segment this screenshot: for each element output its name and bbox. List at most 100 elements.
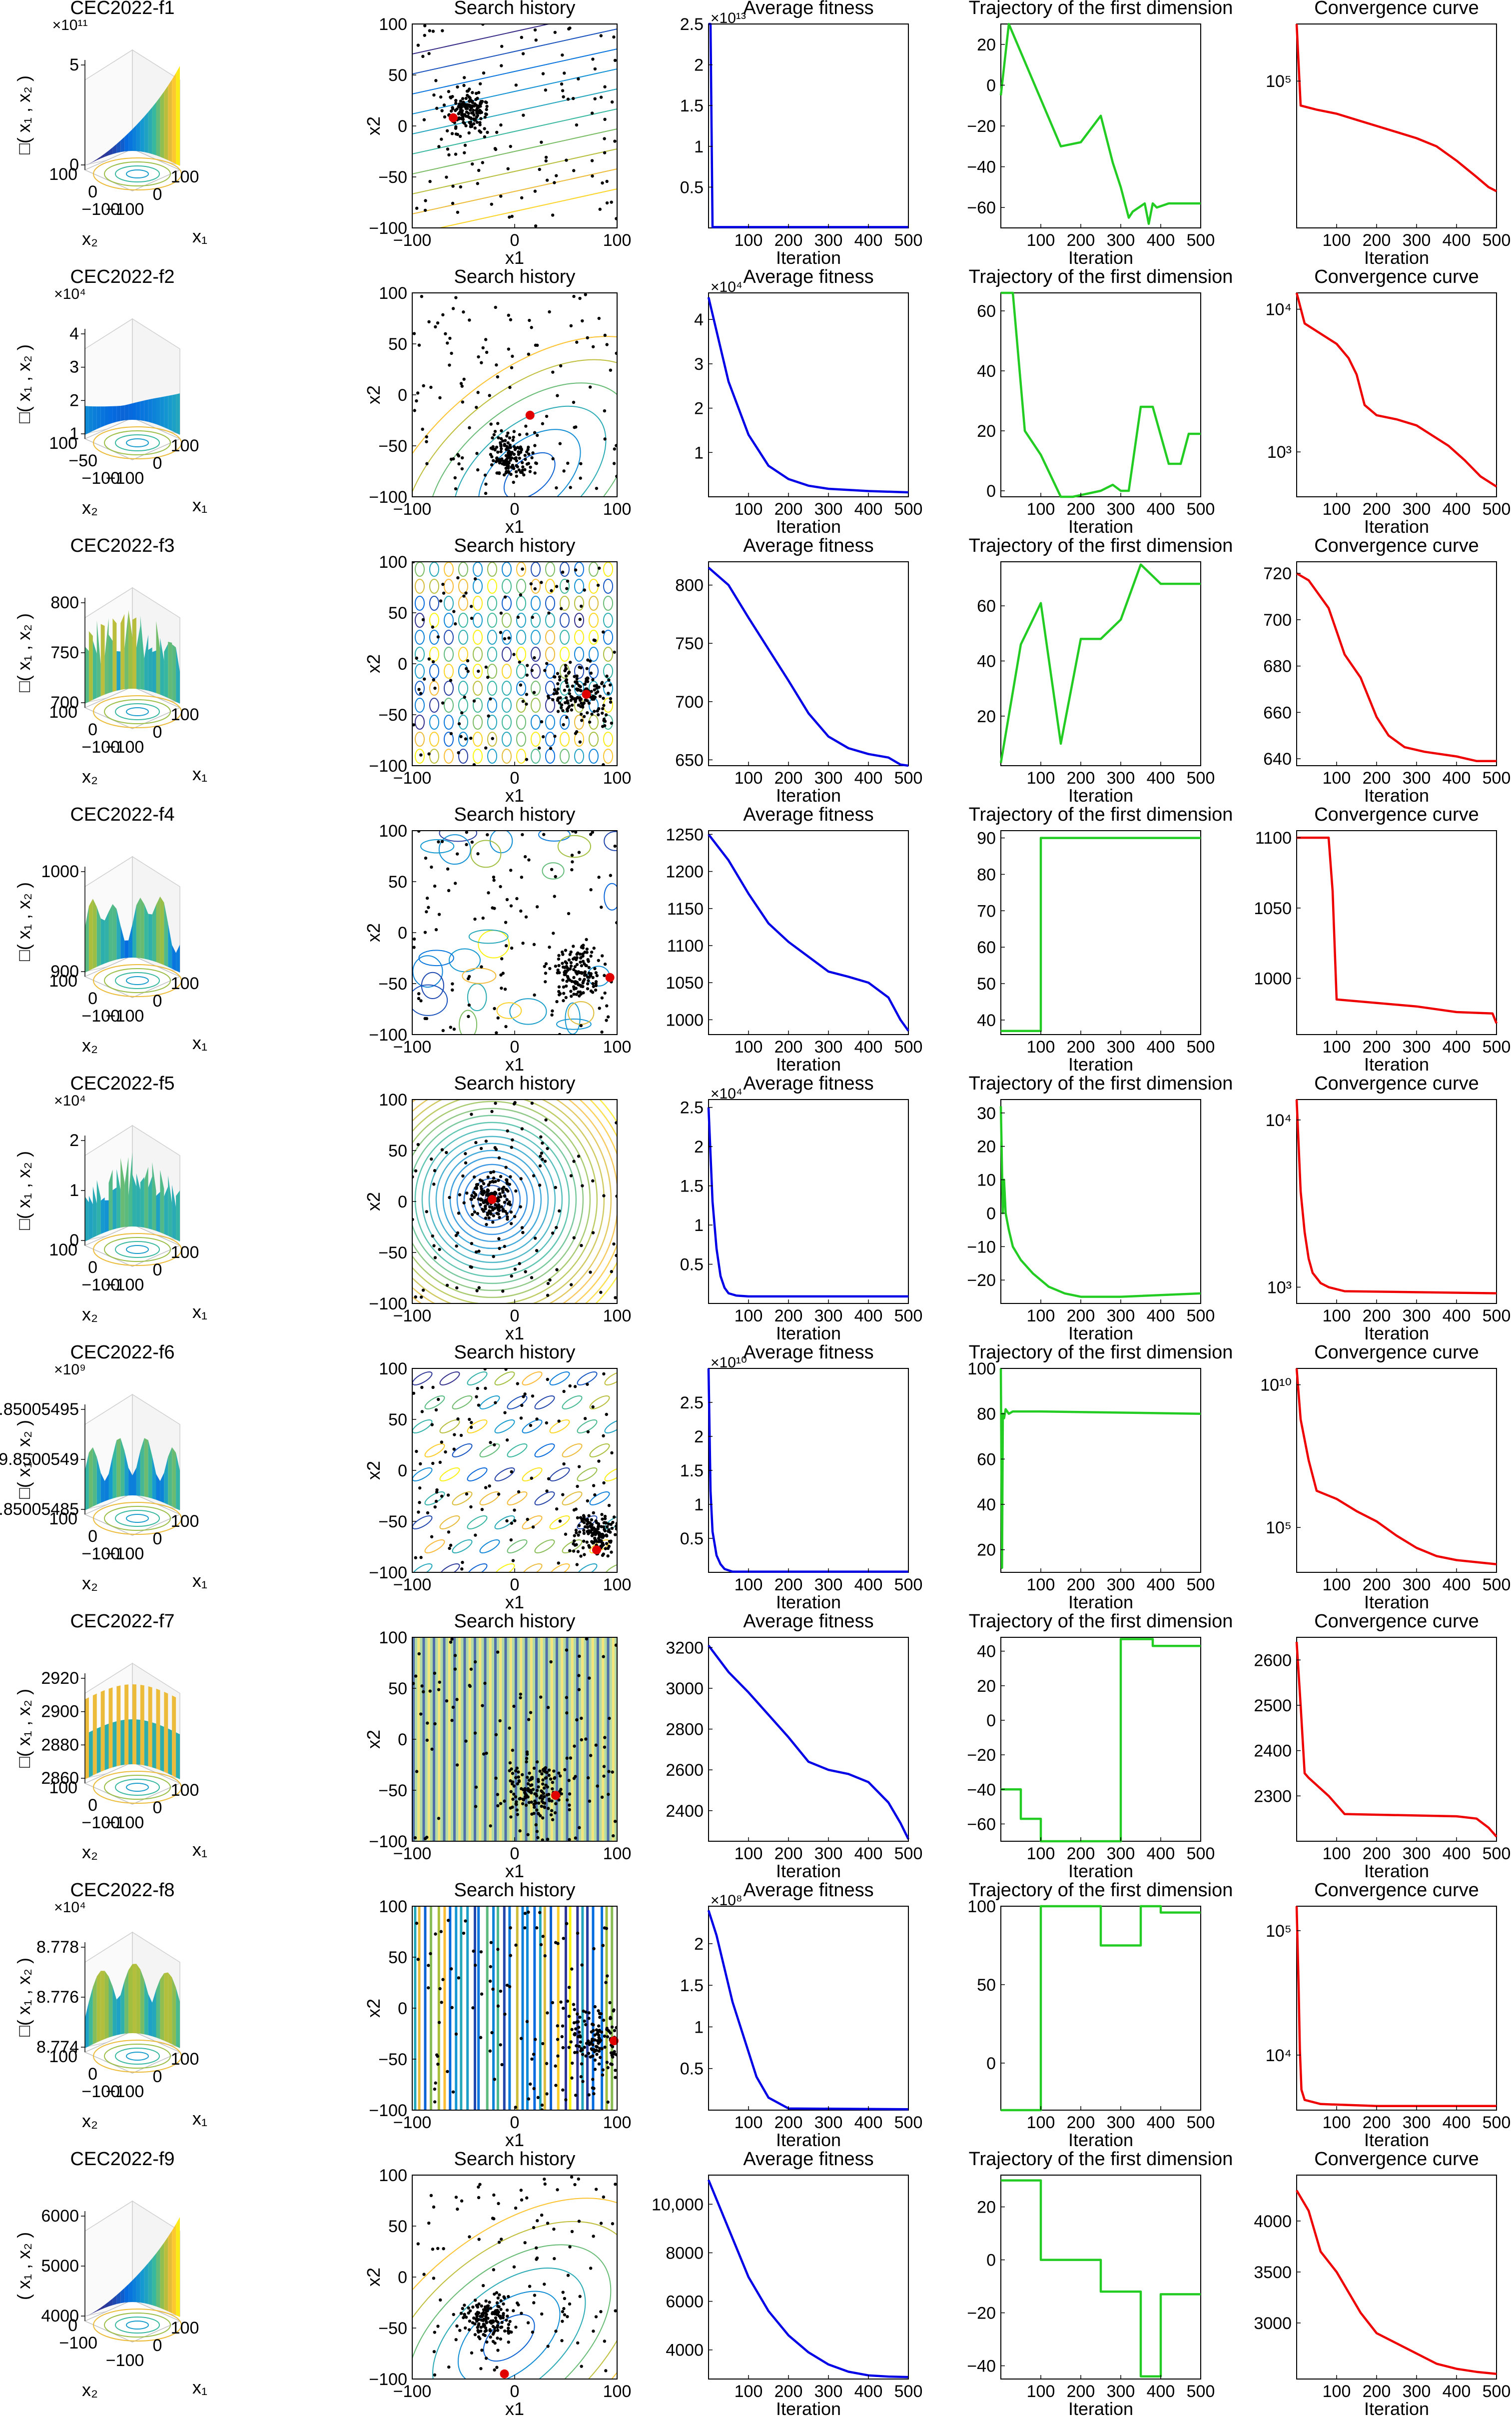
search-point: [532, 2053, 536, 2056]
search-point: [600, 1525, 603, 1528]
search-point: [585, 938, 588, 942]
contour-line: [502, 664, 512, 679]
contour-line: [456, 1164, 528, 1235]
surface-strip: [144, 2263, 148, 2305]
search-point: [578, 1826, 581, 1829]
search-point: [570, 1283, 573, 1286]
search-point: [475, 103, 478, 107]
search-point: [554, 875, 557, 879]
search-point: [420, 294, 424, 298]
search-point: [474, 91, 478, 95]
conv-y-tick-label: 10⁵: [1266, 72, 1292, 91]
search-point: [456, 453, 460, 456]
contour-line: [444, 647, 454, 662]
search-point: [466, 93, 469, 97]
search-point: [512, 452, 516, 456]
search-point: [457, 117, 461, 121]
surface-y-tick-label: 0: [88, 1527, 97, 1546]
contour-line: [589, 1395, 610, 1409]
contour-line: [458, 664, 468, 679]
search-point: [572, 968, 576, 972]
search-point: [535, 1248, 539, 1252]
surface-strip: [104, 1971, 109, 2039]
search-point: [482, 2325, 485, 2328]
search-point: [586, 1499, 590, 1503]
traj-x-label: Iteration: [1068, 1054, 1133, 1075]
search-point: [510, 214, 514, 218]
search-point: [581, 1184, 584, 1188]
search-point: [471, 91, 474, 94]
contour-line: [589, 613, 599, 628]
search-point: [602, 1655, 605, 1658]
contour-stripe: [476, 1637, 479, 1841]
search-point: [525, 1757, 529, 1760]
surface-x-label: x₁: [192, 495, 207, 515]
avg-y-tick-label: 2.5: [680, 15, 704, 34]
conv-axes-box: [1296, 1099, 1497, 1304]
search-point: [575, 123, 579, 127]
search-point: [572, 1508, 576, 1512]
avg-axes-box: [708, 1637, 909, 1842]
avg-y-tick-label: 2.5: [680, 1099, 704, 1118]
search-point: [430, 1423, 434, 1426]
search-point: [588, 720, 592, 724]
search-point: [521, 700, 525, 703]
search-point: [520, 2312, 523, 2315]
avg-x-label: Iteration: [776, 2130, 841, 2150]
contour-stripe: [471, 1637, 474, 1841]
surface-y-label: x₂: [82, 1035, 98, 1056]
search-point: [475, 405, 478, 409]
search-point: [477, 2185, 480, 2189]
search-point: [572, 169, 576, 172]
surface-strip: [96, 620, 101, 698]
surface-strip: [128, 2280, 132, 2303]
surface-strip: [116, 1685, 121, 1767]
search-point: [597, 2049, 601, 2053]
search-point: [577, 851, 581, 854]
conv-x-tick-label: 100: [1323, 1575, 1351, 1594]
search-point: [499, 437, 503, 440]
search-point: [512, 2309, 515, 2313]
search-point: [598, 694, 602, 698]
search-point: [457, 1976, 461, 1980]
search-point: [613, 58, 617, 62]
search-point: [437, 145, 441, 148]
surface-strip: [85, 646, 89, 704]
search-point: [497, 1199, 501, 1203]
avg-y-tick-label: 2: [694, 399, 704, 418]
contour-stripe: [602, 1637, 605, 1841]
surface-z-exponent: ×10⁹: [54, 1361, 86, 1378]
traj-x-tick-label: 100: [1027, 231, 1055, 250]
surface-x-tick-label: 0: [153, 992, 162, 1011]
search-point: [523, 855, 527, 859]
search-point: [485, 107, 488, 111]
search-point: [528, 318, 531, 322]
search-point: [457, 1211, 461, 1215]
search-point: [594, 988, 598, 992]
search-point: [507, 2323, 511, 2327]
conv-x-tick-label: 200: [1363, 2382, 1391, 2401]
traj-x-tick-label: 200: [1067, 769, 1095, 788]
search-point: [543, 965, 546, 968]
search-point: [428, 179, 432, 183]
search-point: [449, 96, 453, 99]
search-point: [602, 1481, 606, 1485]
search-point: [474, 1250, 478, 1254]
avg-x-tick-label: 100: [735, 769, 763, 788]
conv-y-tick-label: 10⁴: [1266, 1111, 1292, 1130]
search-point: [493, 147, 497, 150]
search-point: [615, 444, 617, 447]
contour-line: [545, 630, 555, 645]
search-point: [556, 682, 560, 686]
search-point: [576, 2341, 580, 2345]
search-point: [541, 422, 545, 425]
search-point: [607, 1792, 610, 1796]
contour-stripe: [550, 1637, 553, 1841]
contour-line: [545, 613, 555, 628]
search-point: [469, 1667, 473, 1671]
search-point: [570, 2230, 574, 2234]
surface-strip: [128, 610, 132, 689]
contour-line: [428, 1136, 556, 1263]
